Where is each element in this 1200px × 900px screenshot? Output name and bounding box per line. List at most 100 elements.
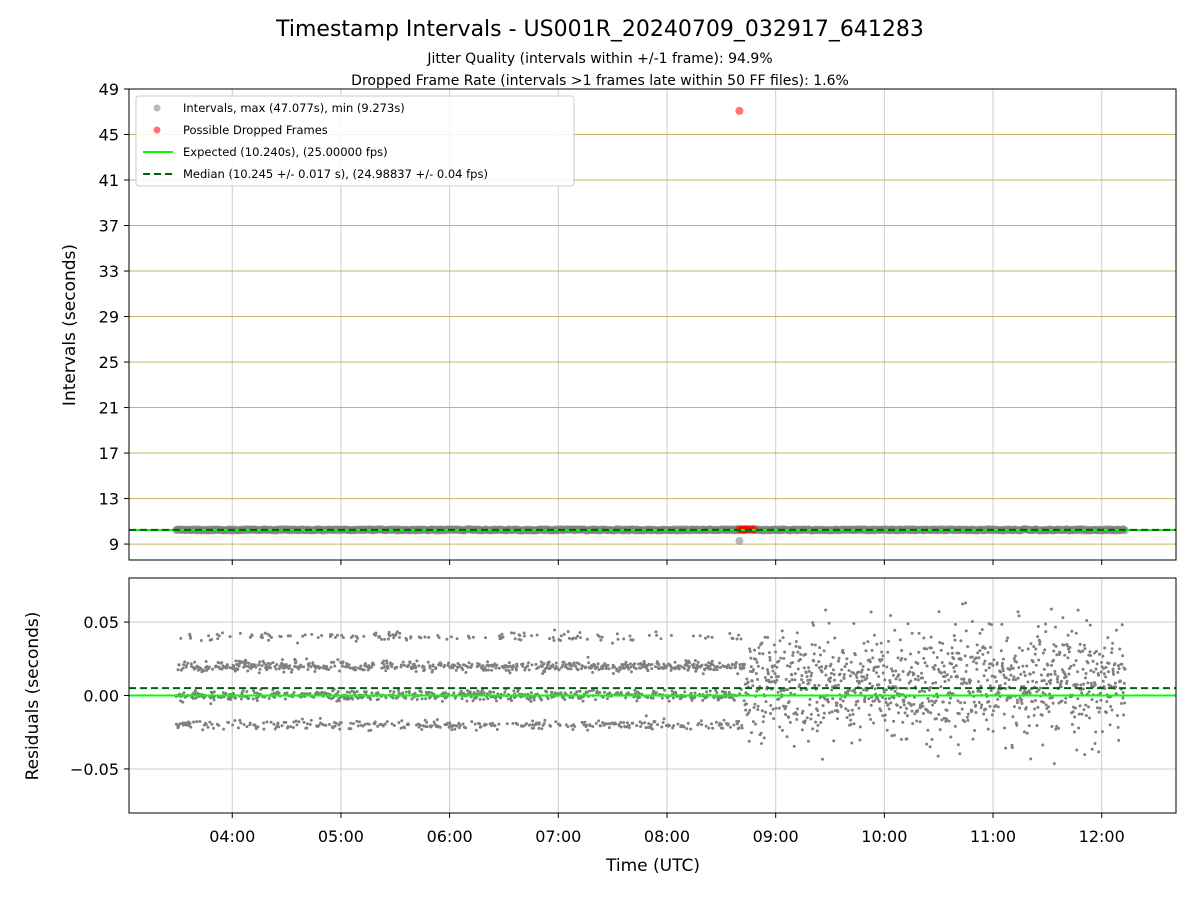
- residual-point: [1072, 730, 1076, 734]
- residual-point: [1026, 680, 1030, 684]
- residual-point: [530, 634, 534, 638]
- residual-point: [597, 719, 601, 723]
- residual-point: [808, 697, 812, 701]
- residual-point: [447, 661, 451, 665]
- residual-point: [1007, 678, 1011, 682]
- residual-point: [670, 689, 674, 693]
- residual-point: [192, 720, 196, 724]
- residual-point: [912, 672, 916, 676]
- residual-point: [400, 719, 404, 723]
- residual-point: [842, 677, 846, 681]
- residual-point: [990, 713, 994, 717]
- residual-point: [1077, 726, 1081, 730]
- residual-point: [183, 660, 187, 664]
- residual-point: [414, 666, 418, 670]
- residual-point: [1056, 680, 1060, 684]
- residual-point: [219, 696, 223, 700]
- residual-point: [989, 688, 993, 692]
- residual-point: [1121, 691, 1125, 695]
- residual-point: [963, 720, 967, 724]
- residual-point: [703, 636, 707, 640]
- residual-point: [481, 664, 485, 668]
- residual-point: [814, 720, 818, 724]
- residual-point: [879, 641, 883, 645]
- residual-point: [467, 661, 471, 665]
- residual-point: [1011, 715, 1015, 719]
- residual-point: [1002, 673, 1006, 677]
- residual-point: [744, 708, 748, 712]
- x-axis-label: Time (UTC): [605, 856, 700, 876]
- residual-point: [1036, 624, 1040, 628]
- residual-point: [195, 720, 199, 724]
- residual-point: [667, 699, 671, 703]
- residual-point: [974, 661, 978, 665]
- residual-point: [260, 636, 264, 640]
- residual-point: [880, 650, 884, 654]
- residual-point: [795, 717, 799, 721]
- residual-point: [1123, 667, 1127, 671]
- residual-point: [244, 660, 248, 664]
- residual-point: [921, 676, 925, 680]
- residual-point: [722, 665, 726, 669]
- residual-point: [940, 718, 944, 722]
- residual-point: [763, 635, 767, 639]
- residual-point: [997, 691, 1001, 695]
- residual-point: [1044, 622, 1048, 626]
- residual-point: [260, 633, 264, 637]
- residual-point: [503, 690, 507, 694]
- residual-point: [726, 722, 730, 726]
- residual-point: [874, 665, 878, 669]
- residual-point: [256, 725, 260, 729]
- residual-point: [567, 667, 571, 671]
- residual-point: [643, 721, 647, 725]
- legend-label-dropped: Possible Dropped Frames: [183, 123, 328, 137]
- residual-point: [1043, 648, 1047, 652]
- residual-point: [692, 665, 696, 669]
- residual-point: [244, 664, 248, 668]
- residual-point: [310, 632, 314, 636]
- residual-point: [562, 660, 566, 664]
- residual-point: [726, 663, 730, 667]
- residual-point: [1076, 697, 1080, 701]
- legend-box: [135, 95, 575, 187]
- residual-point: [699, 719, 703, 723]
- residual-point: [823, 697, 827, 701]
- residual-point: [754, 722, 758, 726]
- residual-point: [320, 690, 324, 694]
- residual-point: [316, 636, 320, 640]
- residual-point: [931, 703, 935, 707]
- residual-point: [800, 678, 804, 682]
- residual-point: [1002, 712, 1006, 716]
- residual-point: [858, 725, 862, 729]
- residual-point: [279, 635, 283, 639]
- residual-point: [709, 722, 713, 726]
- residual-point: [764, 678, 768, 682]
- residual-point: [1088, 623, 1092, 627]
- residual-point: [573, 724, 577, 728]
- residual-point: [943, 680, 947, 684]
- residual-point: [217, 634, 221, 638]
- residual-point: [1018, 706, 1022, 710]
- residual-point: [640, 722, 644, 726]
- residual-point: [964, 629, 968, 633]
- residual-point: [775, 678, 779, 682]
- residual-point: [238, 631, 242, 635]
- residual-point: [553, 691, 557, 695]
- residual-point: [769, 675, 773, 679]
- residual-point: [577, 662, 581, 666]
- residual-point: [777, 659, 781, 663]
- residual-point: [540, 665, 544, 669]
- residual-point: [456, 661, 460, 665]
- residual-point: [206, 725, 210, 729]
- residual-point: [386, 666, 390, 670]
- residual-point: [1054, 644, 1058, 648]
- residual-point: [225, 663, 229, 667]
- residual-point: [857, 706, 861, 710]
- intervals-ytick-label: 49: [99, 80, 119, 99]
- residual-point: [1028, 672, 1032, 676]
- residual-point: [188, 634, 192, 638]
- residual-point: [788, 720, 792, 724]
- residual-point: [551, 663, 555, 667]
- residual-point: [946, 652, 950, 656]
- residual-point: [562, 632, 566, 636]
